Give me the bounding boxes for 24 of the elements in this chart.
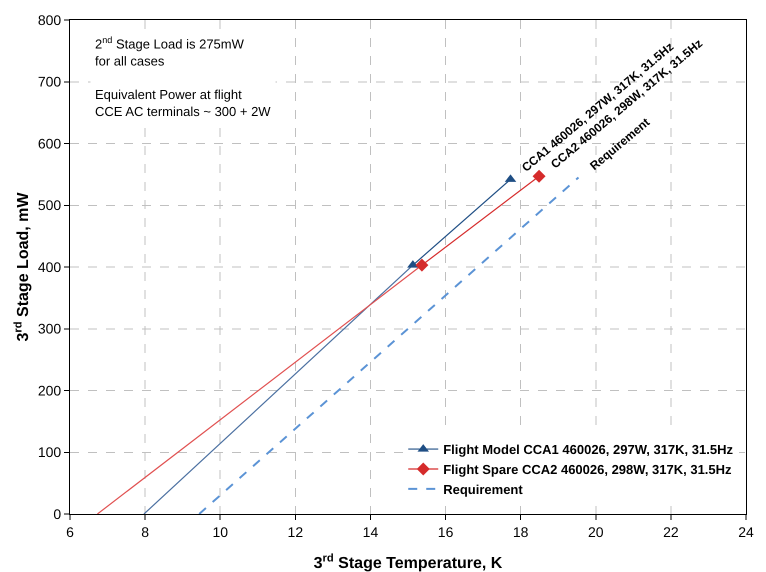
x-axis-title: 3$^{rd}$ Stage Temperature, K [314, 552, 503, 572]
y-tick-label: 0 [53, 506, 62, 522]
x-tick-label: 16 [438, 524, 454, 540]
legend-label: Flight Model CCA1 460026, 297W, 317K, 31.5Hz [443, 442, 734, 458]
x-tick-label: 20 [588, 524, 604, 540]
x-tick-label: 6 [66, 524, 74, 540]
y-tick-label: 100 [38, 444, 62, 460]
y-tick-label: 700 [38, 74, 62, 90]
x-tick-label: 18 [512, 524, 529, 540]
x-tick-label: 24 [738, 524, 754, 540]
x-tick-label: 10 [212, 524, 228, 540]
y-tick-label: 800 [38, 12, 62, 28]
text: 2$^{nd}$ Stage Load is 275mW for all cases Equivalent Power at flight CCE AC terminals ~ 300 + 2W [95, 35, 271, 120]
x-tick-label: 22 [663, 524, 679, 540]
y-tick-label: 600 [38, 135, 62, 152]
y-tick-label: 500 [38, 197, 62, 214]
legend-label: Requirement [443, 482, 524, 497]
x-tick-label: 12 [288, 524, 304, 540]
y-tick-label: 300 [38, 320, 62, 337]
x-tick-label: 8 [141, 524, 150, 540]
y-tick-label: 400 [38, 258, 62, 275]
legend-label: Flight Spare CCA2 460026, 298W, 317K, 31.5Hz [443, 462, 732, 478]
x-tick-label: 14 [362, 524, 378, 540]
y-tick-label: 200 [38, 382, 62, 398]
